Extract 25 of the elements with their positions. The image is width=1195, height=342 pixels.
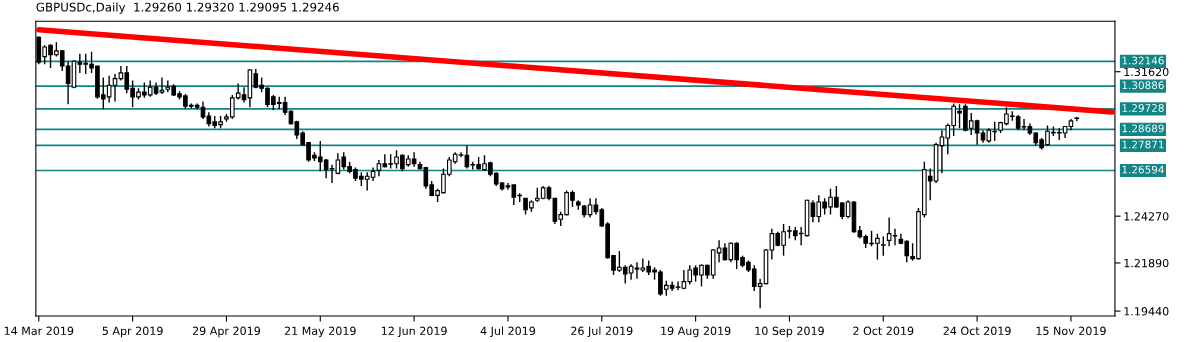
x-tick-label: 4 Jul 2019: [480, 326, 536, 338]
y-tick-label: 1.19440: [1124, 307, 1169, 316]
x-tick-label: 15 Nov 2019: [1036, 326, 1106, 336]
x-tick-label: 29 Apr 2019: [192, 326, 261, 338]
x-tick-label: 14 Mar 2019: [4, 326, 74, 336]
ref-line-label: 1.27871: [1122, 140, 1164, 149]
x-tick-label: 5 Apr 2019: [102, 326, 163, 338]
x-tick-label: 21 May 2019: [284, 326, 356, 338]
ref-line-label: 1.30886: [1122, 81, 1164, 90]
x-tick-label: 26 Jul 2019: [571, 326, 633, 338]
x-tick-label: 24 Oct 2019: [943, 326, 1011, 336]
x-tick-label: 10 Sep 2019: [755, 326, 824, 338]
ref-line-label: 1.26594: [1122, 165, 1164, 174]
y-tick-label: 1.24270: [1124, 212, 1169, 221]
y-tick-label: 1.21890: [1124, 258, 1169, 268]
ref-line-label: 1.32146: [1122, 56, 1164, 65]
candlestick: [880, 235, 886, 257]
ref-line-label: 1.28689: [1122, 124, 1164, 133]
y-tick-label: 1.31620: [1124, 67, 1169, 77]
ref-line-label: 1.29728: [1122, 104, 1164, 112]
candlestick: [159, 76, 165, 95]
x-tick-label: 19 Aug 2019: [661, 326, 731, 338]
x-tick-label: 12 Jun 2019: [381, 326, 447, 338]
x-tick-label: 2 Oct 2019: [853, 326, 914, 336]
chart-title: GBPUSDc,Daily 1.29260 1.29320 1.29095 1.29246: [36, 2, 339, 14]
